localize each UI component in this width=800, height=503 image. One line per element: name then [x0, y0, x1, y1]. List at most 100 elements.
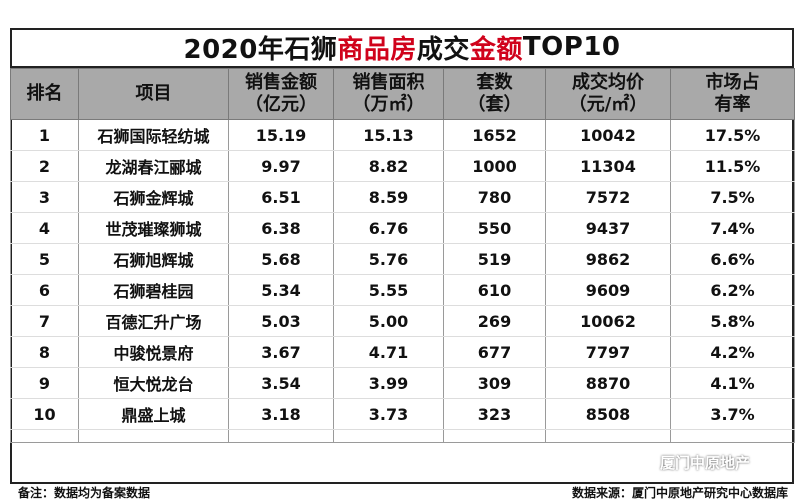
cell-area: 4.71: [333, 336, 444, 368]
cell-project: 龙湖春江郦城: [78, 150, 229, 182]
brand-watermark: 厦门中原地产: [660, 454, 751, 472]
cell-price: 8870: [545, 367, 671, 399]
cell-units: 1652: [443, 119, 546, 151]
cell-price: 9862: [545, 243, 671, 275]
table-row: 3 石狮金辉城 6.51 8.59 780 7572 7.5%: [10, 181, 795, 213]
footer-note: 备注：数据均为备案数据: [18, 486, 151, 500]
cell-price: 8508: [545, 398, 671, 430]
header-project: 项目: [78, 68, 229, 120]
cell-area: 3.73: [333, 398, 444, 430]
cell-amount: 3.67: [228, 336, 334, 368]
table-row: 6 石狮碧桂园 5.34 5.55 610 9609 6.2%: [10, 274, 795, 306]
cell-amount: 15.19: [228, 119, 334, 151]
cell-amount: 6.51: [228, 181, 334, 213]
cell-area: 3.99: [333, 367, 444, 399]
header-price: 成交均价 （元/㎡）: [545, 68, 671, 120]
title-part-1: 2020年石狮: [183, 34, 338, 65]
cell-share: 7.4%: [670, 212, 795, 244]
cell-rank: 7: [10, 305, 79, 337]
cell-units: 519: [443, 243, 546, 275]
cell-amount: 5.03: [228, 305, 334, 337]
cell-share: 7.5%: [670, 181, 795, 213]
cell-project: 恒大悦龙台: [78, 367, 229, 399]
cell-rank: 1: [10, 119, 79, 151]
cell-price: 10042: [545, 119, 671, 151]
cell-units: 550: [443, 212, 546, 244]
table-header-row: 排名 项目 销售金额 （亿元） 销售面积 （万㎡） 套数 （套） 成交均价 （元/㎡） …: [10, 68, 795, 120]
header-units: 套数 （套）: [443, 68, 546, 120]
cell-area: 5.00: [333, 305, 444, 337]
cell-rank: 6: [10, 274, 79, 306]
ranking-table: 排名 项目 销售金额 （亿元） 销售面积 （万㎡） 套数 （套） 成交均价 （元/㎡） …: [10, 68, 795, 443]
cell-rank: 9: [10, 367, 79, 399]
cell-rank: 5: [10, 243, 79, 275]
footer-source: 数据来源：厦门中原地产研究中心数据库: [571, 486, 788, 500]
page-title: 2020年石狮 商品房 成交 金额 TOP10: [10, 28, 794, 68]
cell-units: 1000: [443, 150, 546, 182]
cell-empty: [78, 429, 229, 443]
table-row: 1 石狮国际轻纺城 15.19 15.13 1652 10042 17.5%: [10, 119, 795, 151]
cell-price: 7572: [545, 181, 671, 213]
cell-empty: [10, 429, 79, 443]
cell-amount: 3.54: [228, 367, 334, 399]
cell-rank: 8: [10, 336, 79, 368]
cell-price: 9437: [545, 212, 671, 244]
cell-share: 11.5%: [670, 150, 795, 182]
cell-units: 269: [443, 305, 546, 337]
footer: 备注：数据均为备案数据 数据来源：厦门中原地产研究中心数据库: [10, 482, 794, 502]
cell-price: 7797: [545, 336, 671, 368]
cell-units: 677: [443, 336, 546, 368]
table-row: 4 世茂璀璨狮城 6.38 6.76 550 9437 7.4%: [10, 212, 795, 244]
table-row: 9 恒大悦龙台 3.54 3.99 309 8870 4.1%: [10, 367, 795, 399]
table-row-empty: [10, 429, 795, 443]
cell-share: 4.2%: [670, 336, 795, 368]
title-part-4: 金额: [469, 34, 523, 65]
cell-rank: 2: [10, 150, 79, 182]
cell-area: 8.82: [333, 150, 444, 182]
table-row: 5 石狮旭辉城 5.68 5.76 519 9862 6.6%: [10, 243, 795, 275]
table-row: 8 中骏悦景府 3.67 4.71 677 7797 4.2%: [10, 336, 795, 368]
cell-empty: [670, 429, 795, 443]
cell-area: 5.76: [333, 243, 444, 275]
header-rank: 排名: [10, 68, 79, 120]
table-row: 2 龙湖春江郦城 9.97 8.82 1000 11304 11.5%: [10, 150, 795, 182]
cell-empty: [443, 429, 546, 443]
cell-units: 610: [443, 274, 546, 306]
cell-share: 4.1%: [670, 367, 795, 399]
cell-project: 石狮金辉城: [78, 181, 229, 213]
cell-area: 15.13: [333, 119, 444, 151]
cell-project: 石狮碧桂园: [78, 274, 229, 306]
cell-rank: 4: [10, 212, 79, 244]
cell-amount: 6.38: [228, 212, 334, 244]
table-row: 7 百德汇升广场 5.03 5.00 269 10062 5.8%: [10, 305, 795, 337]
cell-amount: 9.97: [228, 150, 334, 182]
table-row: 10 鼎盛上城 3.18 3.73 323 8508 3.7%: [10, 398, 795, 430]
header-amount: 销售金额 （亿元）: [228, 68, 334, 120]
cell-area: 8.59: [333, 181, 444, 213]
cell-rank: 10: [10, 398, 79, 430]
cell-project: 石狮国际轻纺城: [78, 119, 229, 151]
cell-project: 石狮旭辉城: [78, 243, 229, 275]
cell-amount: 5.34: [228, 274, 334, 306]
cell-area: 5.55: [333, 274, 444, 306]
cell-share: 6.2%: [670, 274, 795, 306]
cell-units: 780: [443, 181, 546, 213]
cell-share: 5.8%: [670, 305, 795, 337]
header-share: 市场占 有率: [670, 68, 795, 120]
cell-empty: [228, 429, 334, 443]
title-part-2: 商品房: [337, 34, 417, 65]
cell-project: 百德汇升广场: [78, 305, 229, 337]
cell-area: 6.76: [333, 212, 444, 244]
cell-price: 9609: [545, 274, 671, 306]
cell-share: 6.6%: [670, 243, 795, 275]
header-area: 销售面积 （万㎡）: [333, 68, 444, 120]
cell-project: 世茂璀璨狮城: [78, 212, 229, 244]
cell-amount: 3.18: [228, 398, 334, 430]
cell-empty: [333, 429, 444, 443]
cell-empty: [545, 429, 671, 443]
cell-units: 323: [443, 398, 546, 430]
cell-units: 309: [443, 367, 546, 399]
cell-rank: 3: [10, 181, 79, 213]
cell-project: 鼎盛上城: [78, 398, 229, 430]
cell-share: 3.7%: [670, 398, 795, 430]
